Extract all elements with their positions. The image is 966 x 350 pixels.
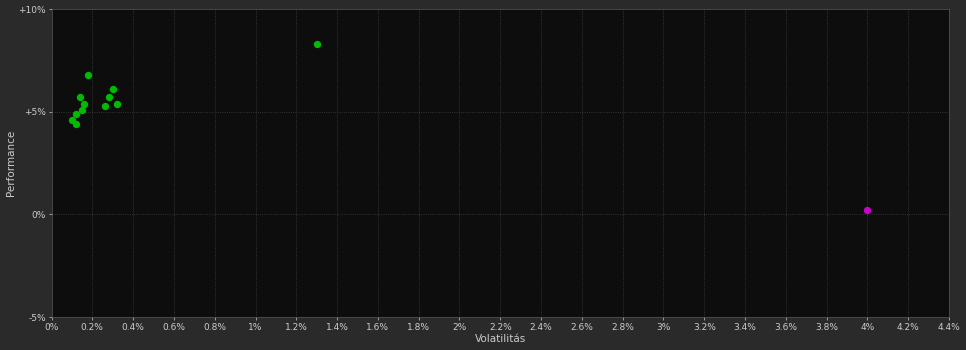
X-axis label: Volatilitás: Volatilitás [474, 335, 526, 344]
Y-axis label: Performance: Performance [6, 130, 15, 196]
Point [105, 86, 121, 92]
Point [860, 208, 875, 213]
Point [80, 72, 96, 78]
Point [97, 103, 112, 108]
Point [69, 111, 84, 117]
Point [74, 107, 90, 112]
Point [72, 94, 88, 100]
Point [109, 101, 125, 106]
Point [69, 121, 84, 127]
Point [309, 41, 325, 47]
Point [76, 101, 92, 106]
Point [64, 117, 79, 123]
Point [100, 94, 116, 100]
